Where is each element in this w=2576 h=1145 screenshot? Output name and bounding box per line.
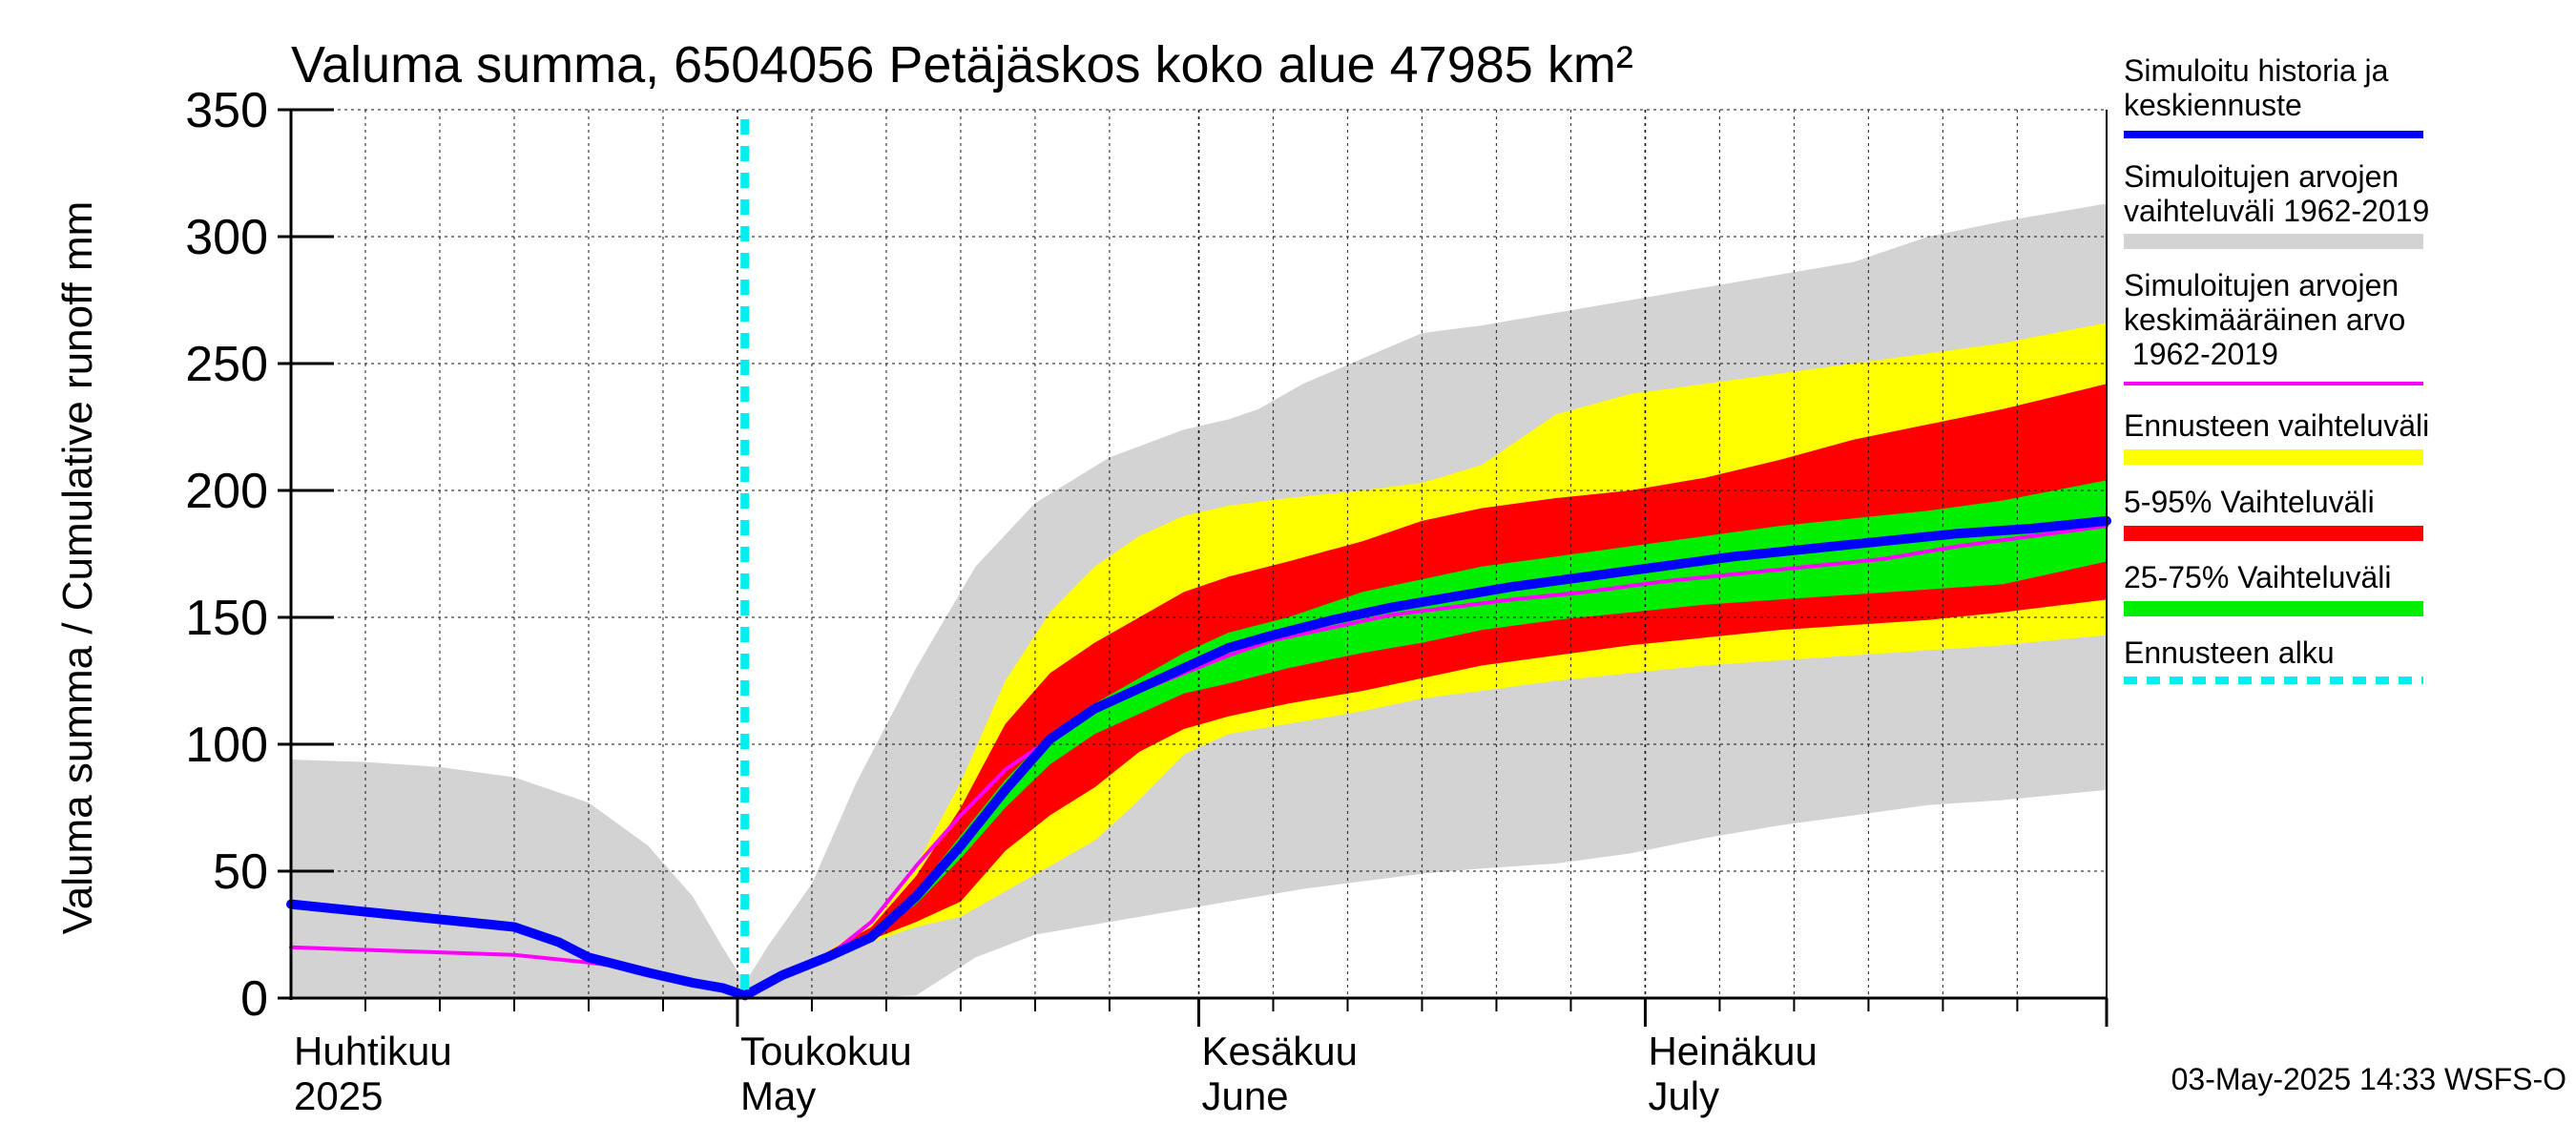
legend-item-25-75-vaihteluv-li: 25-75% Vaihteluväli [2124, 560, 2423, 616]
legend-item-simuloitu-historia-ja-keskiennuste: Simuloitu historia ja keskiennuste [2124, 53, 2423, 138]
footer-timestamp: 03-May-2025 14:33 WSFS-O [2171, 1062, 2566, 1096]
y-tick-label: 350 [185, 83, 268, 138]
y-tick-label: 250 [185, 337, 268, 392]
x-month-label-en: May [740, 1073, 816, 1118]
y-tick-label: 100 [185, 718, 268, 773]
legend-item-simuloitujen-arvojen-vaihteluv-li-1962-2019: Simuloitujen arvojen vaihteluväli 1962-20… [2124, 159, 2429, 249]
legend-item-ennusteen-alku: Ennusteen alku [2124, 635, 2423, 684]
legend-label: 5-95% Vaihteluväli [2124, 485, 2375, 519]
y-tick-label: 0 [240, 971, 268, 1027]
legend: Simuloitu historia ja keskiennuste Simuloi… [2124, 53, 2429, 684]
x-month-label-fi: Toukokuu [740, 1029, 912, 1073]
legend-label: Simuloitujen arvojen vaihteluväli 1962-20… [2124, 159, 2429, 228]
legend-label: Ennusteen vaihteluväli [2124, 408, 2429, 443]
legend-label: Simuloitujen arvojen keskimääräinen arvo … [2124, 268, 2405, 371]
series-simuloitu-historia-ja-keskiennuste [286, 515, 2111, 1001]
y-tick-label: 300 [185, 210, 268, 265]
legend-item-simuloitujen-arvojen-keskim-r-inen-arvo-1962-2019: Simuloitujen arvojen keskimääräinen arvo … [2124, 268, 2423, 385]
legend-label: Ennusteen alku [2124, 635, 2335, 670]
legend-item-ennusteen-vaihteluv-li: Ennusteen vaihteluväli [2124, 408, 2429, 465]
y-tick-label: 150 [185, 591, 268, 646]
x-month-label-en: June [1202, 1073, 1289, 1118]
x-month-label-fi: Heinäkuu [1648, 1029, 1817, 1073]
chart-title: Valuma summa, 6504056 Petäjäskos koko al… [291, 36, 1633, 94]
x-month-label-en: 2025 [294, 1073, 383, 1118]
y-axis-label: Valuma summa / Cumulative runoff mm [54, 201, 101, 935]
x-month-label-en: July [1648, 1073, 1719, 1118]
y-tick-label: 200 [185, 464, 268, 519]
legend-label: Simuloitu historia ja keskiennuste [2124, 53, 2389, 122]
grid-layer [291, 109, 2107, 998]
y-tick-label: 50 [213, 844, 268, 900]
x-month-label-fi: Kesäkuu [1202, 1029, 1358, 1073]
x-month-label-fi: Huhtikuu [294, 1029, 452, 1073]
legend-item-5-95-vaihteluv-li: 5-95% Vaihteluväli [2124, 485, 2423, 541]
legend-label: 25-75% Vaihteluväli [2124, 560, 2391, 594]
series-layer [286, 119, 2111, 1001]
